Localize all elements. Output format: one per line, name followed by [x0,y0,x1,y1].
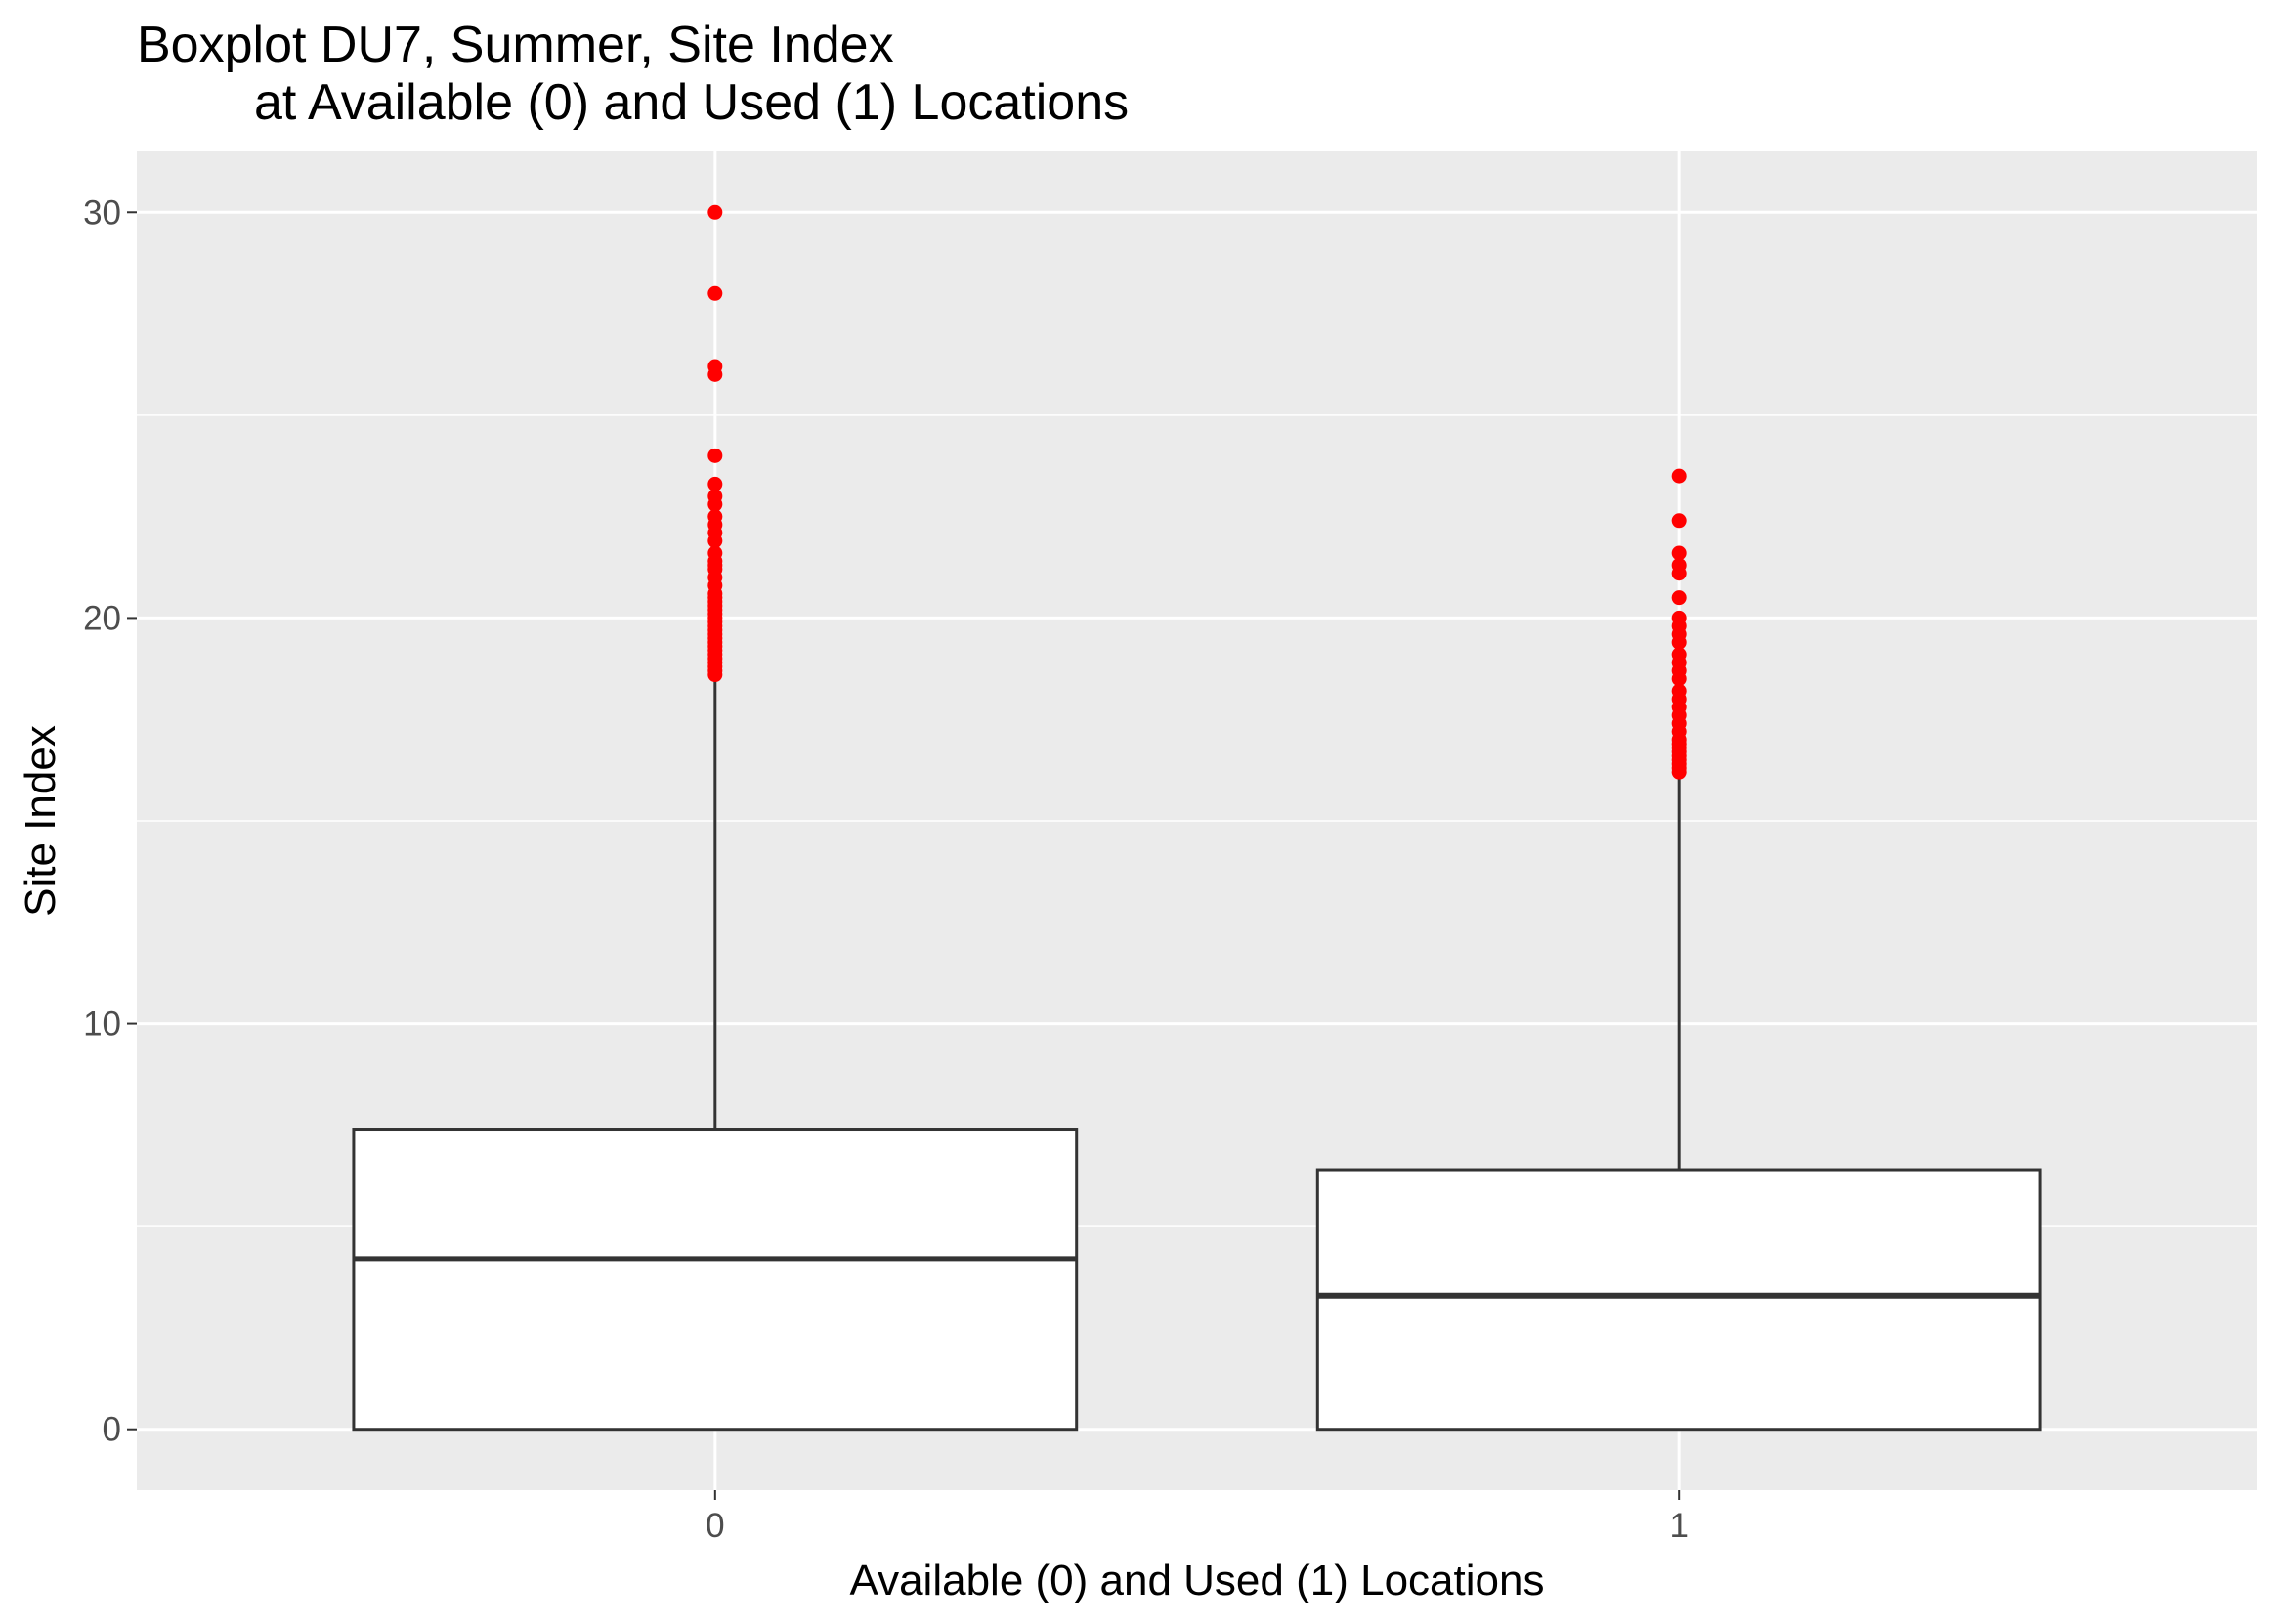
y-tick-label: 20 [83,599,121,637]
outlier-point [707,204,723,220]
x-tick-label: 1 [1669,1507,1688,1545]
outlier-point [707,545,723,561]
y-tick-label: 0 [103,1411,121,1449]
chart-subtitle: at Available (0) and Used (1) Locations [254,74,1129,131]
outlier-point [1671,590,1687,606]
outlier-point [707,359,723,374]
outlier-point [1671,683,1687,699]
y-tick-label: 10 [83,1005,121,1044]
box-iqr [352,1128,1079,1432]
outlier-point [707,489,723,504]
x-axis-title: Available (0) and Used (1) Locations [850,1557,1545,1604]
outlier-point [707,285,723,301]
boxes [352,678,2042,1432]
outlier-point [1671,557,1687,573]
y-tick-label: 30 [83,193,121,232]
outlier-point [707,448,723,463]
outlier-point [1671,647,1687,662]
y-axis-title: Site Index [17,725,64,917]
box-iqr [1315,1168,2042,1432]
outlier-point [707,509,723,525]
outlier-point [1671,513,1687,529]
x-tick-label: 0 [706,1507,724,1545]
outliers [707,204,1687,780]
outlier-point [1671,545,1687,561]
outlier-point [707,476,723,491]
chart-title: Boxplot DU7, Summer, Site Index [137,17,894,73]
outlier-point [1671,610,1687,625]
axes: 0 10 20 30 0 1 [83,193,1689,1545]
outlier-point [1671,468,1687,484]
